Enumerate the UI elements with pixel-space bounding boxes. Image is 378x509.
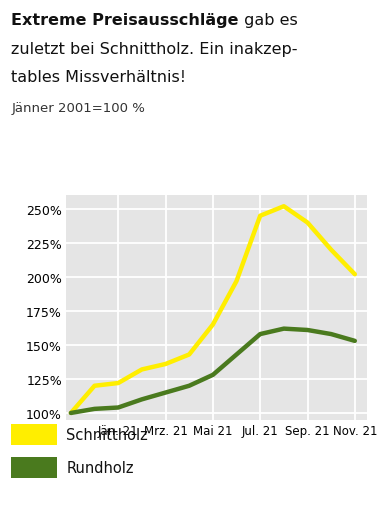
Text: Extreme Preisausschläge: Extreme Preisausschläge bbox=[11, 13, 239, 27]
Text: gab es: gab es bbox=[239, 13, 297, 27]
Text: Rundholz: Rundholz bbox=[66, 460, 134, 475]
Text: Schnittholz: Schnittholz bbox=[66, 427, 148, 442]
Text: Jänner 2001=100 %: Jänner 2001=100 % bbox=[11, 102, 145, 115]
Text: tables Missverhältnis!: tables Missverhältnis! bbox=[11, 70, 186, 84]
Text: zuletzt bei Schnittholz. Ein inakzep-: zuletzt bei Schnittholz. Ein inakzep- bbox=[11, 42, 298, 56]
